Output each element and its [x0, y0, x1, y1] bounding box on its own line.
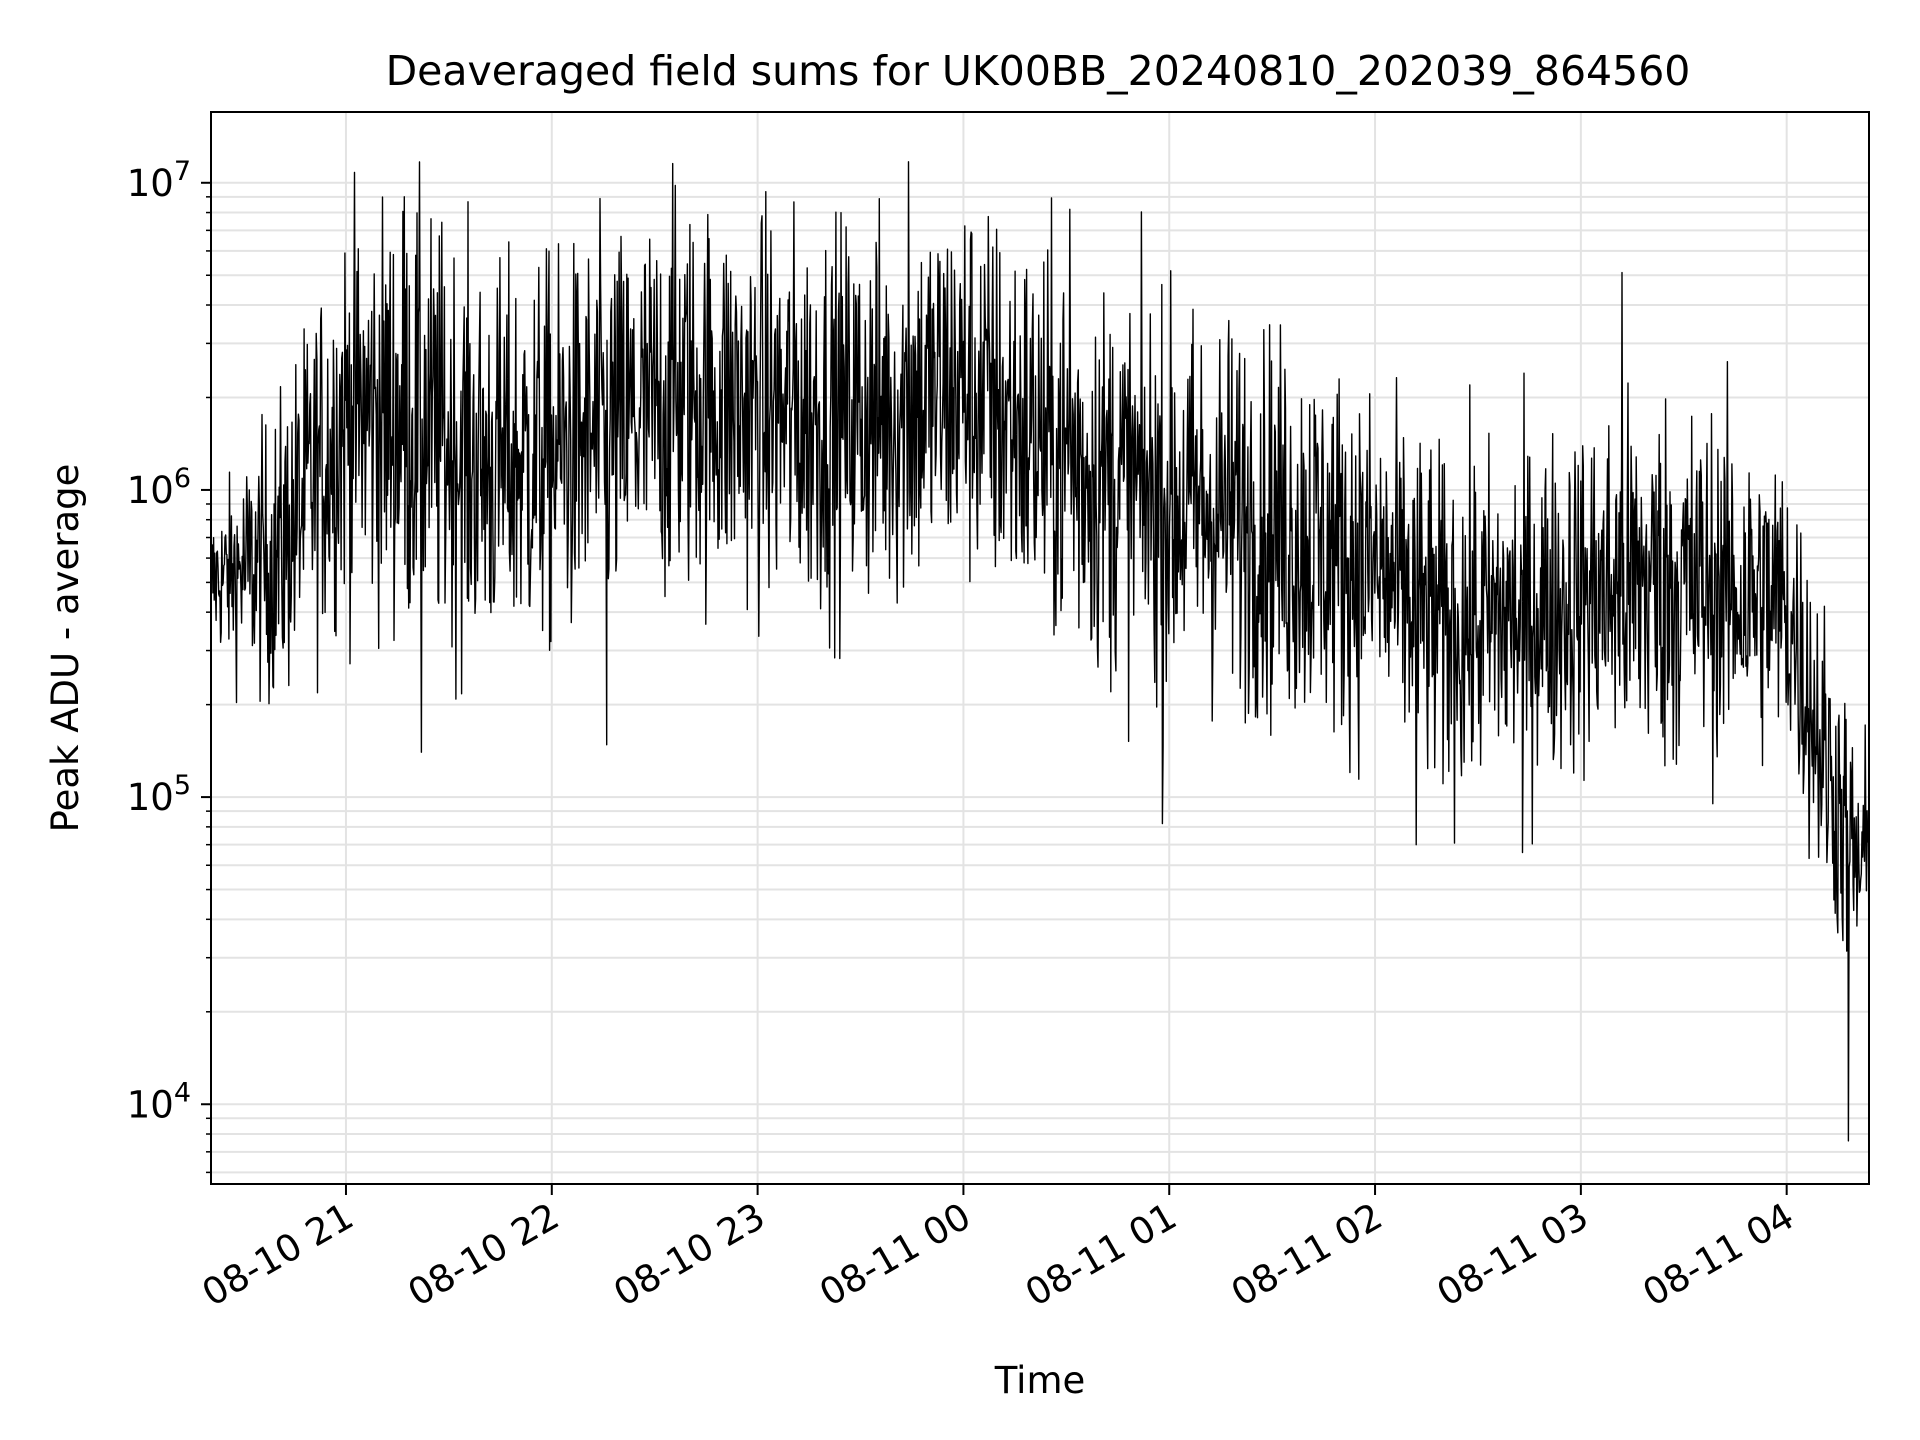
y-tick-exponent: 6: [174, 463, 191, 494]
y-tick-label: 105: [127, 770, 191, 819]
series-line: [211, 161, 1869, 1142]
chart-title: Deaveraged field sums for UK00BB_2024081…: [386, 47, 1691, 95]
y-tick-label: 107: [127, 156, 191, 205]
plot-area: [211, 161, 1869, 1142]
series-layer: [211, 161, 1869, 1142]
y-axis-label: Peak ADU - average: [44, 464, 87, 833]
y-tick-base: 10: [127, 469, 174, 512]
y-tick-base: 10: [127, 776, 174, 819]
plot-frame: [210, 111, 1870, 1185]
y-tick-exponent: 5: [174, 770, 191, 801]
y-tick-base: 10: [127, 1083, 174, 1126]
y-tick-label: 104: [127, 1077, 191, 1126]
x-axis-label: Time: [994, 1359, 1086, 1402]
y-tick-exponent: 4: [174, 1077, 191, 1108]
y-tick-exponent: 7: [174, 156, 191, 187]
grid: [211, 112, 1869, 1184]
y-tick-label: 106: [127, 463, 191, 512]
y-tick-base: 10: [127, 162, 174, 205]
